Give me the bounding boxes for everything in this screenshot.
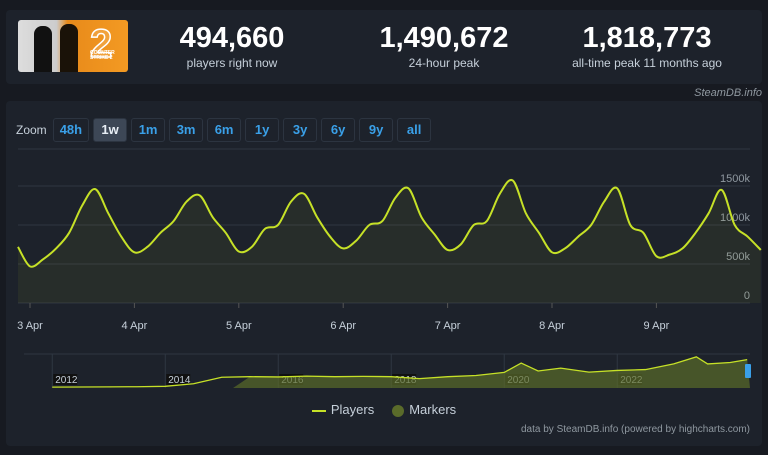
zoom-1y-button[interactable]: 1y	[245, 118, 280, 142]
y-tick-label: 1000k	[720, 212, 750, 224]
logo-figure	[60, 24, 78, 72]
player-chart[interactable]: 0 500k 1000k 1500k 3 Apr 4 Apr 5 Apr 6 Apr 7 Apr…	[6, 101, 762, 401]
zoom-1w-button[interactable]: 1w	[93, 118, 128, 142]
zoom-48h-button[interactable]: 48h	[52, 118, 90, 142]
chart-credit[interactable]: data by SteamDB.info (powered by highcha…	[521, 424, 750, 435]
stat-label: 24-hour peak	[408, 56, 480, 70]
stat-current: 494,660 players right now	[132, 22, 332, 70]
players-area	[18, 179, 761, 303]
logo-text: COUNTER STRIKE 2	[90, 50, 115, 61]
zoom-3m-button[interactable]: 3m	[169, 118, 204, 142]
logo-figure	[34, 26, 52, 72]
zoom-3y-button[interactable]: 3y	[283, 118, 318, 142]
logo-numeral: 2	[89, 21, 113, 67]
stat-24h-peak: 1,490,672 24-hour peak	[344, 22, 544, 70]
stat-all-time-peak: 1,818,773 all-time peak 11 months ago	[547, 22, 747, 70]
navigator-tick-label: 2014	[168, 375, 191, 386]
y-tick-label: 0	[744, 290, 750, 302]
navigator-area	[233, 356, 751, 388]
navigator-tick-label: 2012	[55, 375, 78, 386]
legend-label: Markers	[409, 402, 457, 417]
zoom-all-button[interactable]: all	[397, 118, 432, 142]
zoom-9y-button[interactable]: 9y	[359, 118, 394, 142]
x-tick-label: 9 Apr	[644, 320, 670, 332]
stat-value: 1,490,672	[379, 22, 509, 54]
navigator-label-bg	[53, 374, 78, 385]
chart-panel: Zoom 48h 1w 1m 3m 6m 1y 3y 6y 9y all 0 500k 1000k 150…	[6, 101, 762, 446]
stats-header: 2 COUNTER STRIKE 2 494,660 players right n…	[6, 10, 762, 84]
navigator-handle[interactable]	[745, 364, 751, 378]
legend-label: Players	[330, 402, 375, 417]
stat-value: 494,660	[179, 22, 285, 54]
x-tick-label: 7 Apr	[435, 320, 461, 332]
game-logo[interactable]: 2 COUNTER STRIKE 2	[18, 20, 128, 72]
zoom-6y-button[interactable]: 6y	[321, 118, 356, 142]
zoom-label: Zoom	[16, 123, 47, 137]
y-tick-label: 1500k	[720, 173, 750, 185]
zoom-6m-button[interactable]: 6m	[207, 118, 242, 142]
stat-label: all-time peak 11 months ago	[572, 56, 722, 70]
brand-link[interactable]: SteamDB.info	[694, 87, 762, 99]
players-line	[17, 178, 762, 268]
zoom-1m-button[interactable]: 1m	[131, 118, 166, 142]
y-tick-label: 500k	[726, 251, 750, 263]
x-tick-label: 4 Apr	[122, 320, 148, 332]
x-tick-label: 6 Apr	[330, 320, 356, 332]
navigator-label-bg	[166, 374, 191, 385]
legend: Players Markers	[6, 402, 762, 417]
stat-label: players right now	[186, 56, 278, 70]
navigator-line	[52, 356, 748, 388]
x-tick-label: 5 Apr	[226, 320, 252, 332]
circle-swatch-icon	[392, 404, 405, 417]
legend-players[interactable]: Players	[311, 402, 375, 417]
zoom-bar: Zoom 48h 1w 1m 3m 6m 1y 3y 6y 9y all	[16, 118, 432, 142]
stat-value: 1,818,773	[582, 22, 712, 54]
x-tick-label: 3 Apr	[17, 320, 43, 332]
line-swatch-icon	[311, 409, 326, 412]
x-tick-label: 8 Apr	[539, 320, 565, 332]
legend-markers[interactable]: Markers	[392, 402, 456, 417]
